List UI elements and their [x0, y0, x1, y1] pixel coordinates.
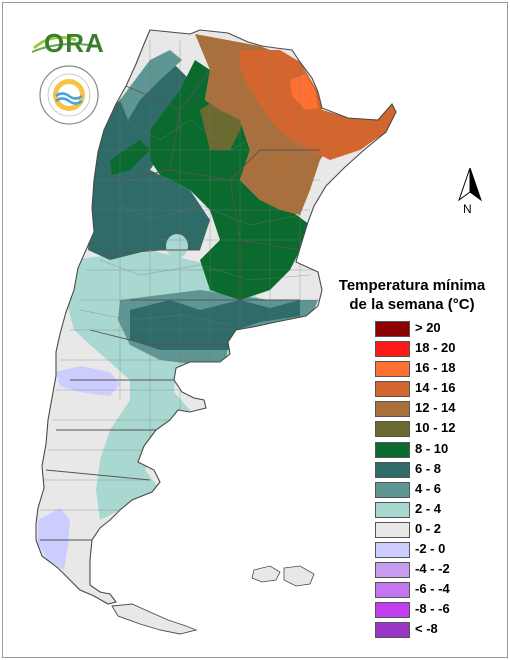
- legend-swatch: [375, 501, 410, 518]
- legend-swatch: [375, 441, 410, 458]
- legend-label: 4 - 6: [415, 480, 442, 496]
- north-arrow-icon: [458, 167, 482, 202]
- malvinas-islands: [251, 565, 315, 587]
- ora-logo-text: ORA: [44, 28, 105, 58]
- tierra-del-fuego: [111, 603, 198, 635]
- legend-swatch: [375, 622, 410, 639]
- legend-swatch: [375, 562, 410, 579]
- legend-label: 0 - 2: [415, 520, 442, 536]
- legend-label: -6 - -4: [415, 581, 450, 597]
- legend-label: 10 - 12: [415, 420, 456, 436]
- legend-label: 18 - 20: [415, 340, 456, 356]
- legend-label: -8 - -6: [415, 601, 450, 617]
- legend-swatch: [375, 602, 410, 619]
- argentina-weather-service-seal-icon: [39, 65, 99, 125]
- legend-label: 8 - 10: [415, 440, 449, 456]
- department-boundaries: [38, 40, 330, 541]
- legend-swatch: [375, 401, 410, 418]
- legend-swatch: [375, 421, 410, 438]
- legend-swatch: [375, 582, 410, 599]
- legend-label: 16 - 18: [415, 360, 456, 376]
- legend-label: 12 - 14: [415, 400, 456, 416]
- legend-swatch: [375, 381, 410, 398]
- legend-label: -2 - 0: [415, 541, 446, 557]
- legend-title: Temperatura mínima de la semana (°C): [322, 276, 502, 314]
- province-boundaries: [40, 69, 320, 541]
- legend-swatch: [375, 461, 410, 478]
- legend-title-line1: Temperatura mínima: [338, 277, 486, 294]
- legend-swatch: [375, 481, 410, 498]
- legend-swatch: [375, 341, 410, 358]
- legend-label: < -8: [415, 621, 438, 637]
- legend-label: 2 - 4: [415, 500, 442, 516]
- legend-label: > 20: [415, 320, 441, 335]
- legend-title-line2: de la semana (°C): [349, 296, 475, 313]
- ora-logo-swoosh-icon: [31, 35, 97, 53]
- legend-label: -4 - -2: [415, 561, 450, 577]
- country-outline: [35, 29, 397, 605]
- legend-swatch: [375, 521, 410, 538]
- legend-swatch: [375, 321, 410, 337]
- legend-swatch: [375, 361, 410, 378]
- legend-label: 14 - 16: [415, 380, 456, 396]
- legend-swatch: [375, 542, 410, 559]
- north-label: N: [463, 202, 472, 216]
- legend-label: 6 - 8: [415, 460, 442, 476]
